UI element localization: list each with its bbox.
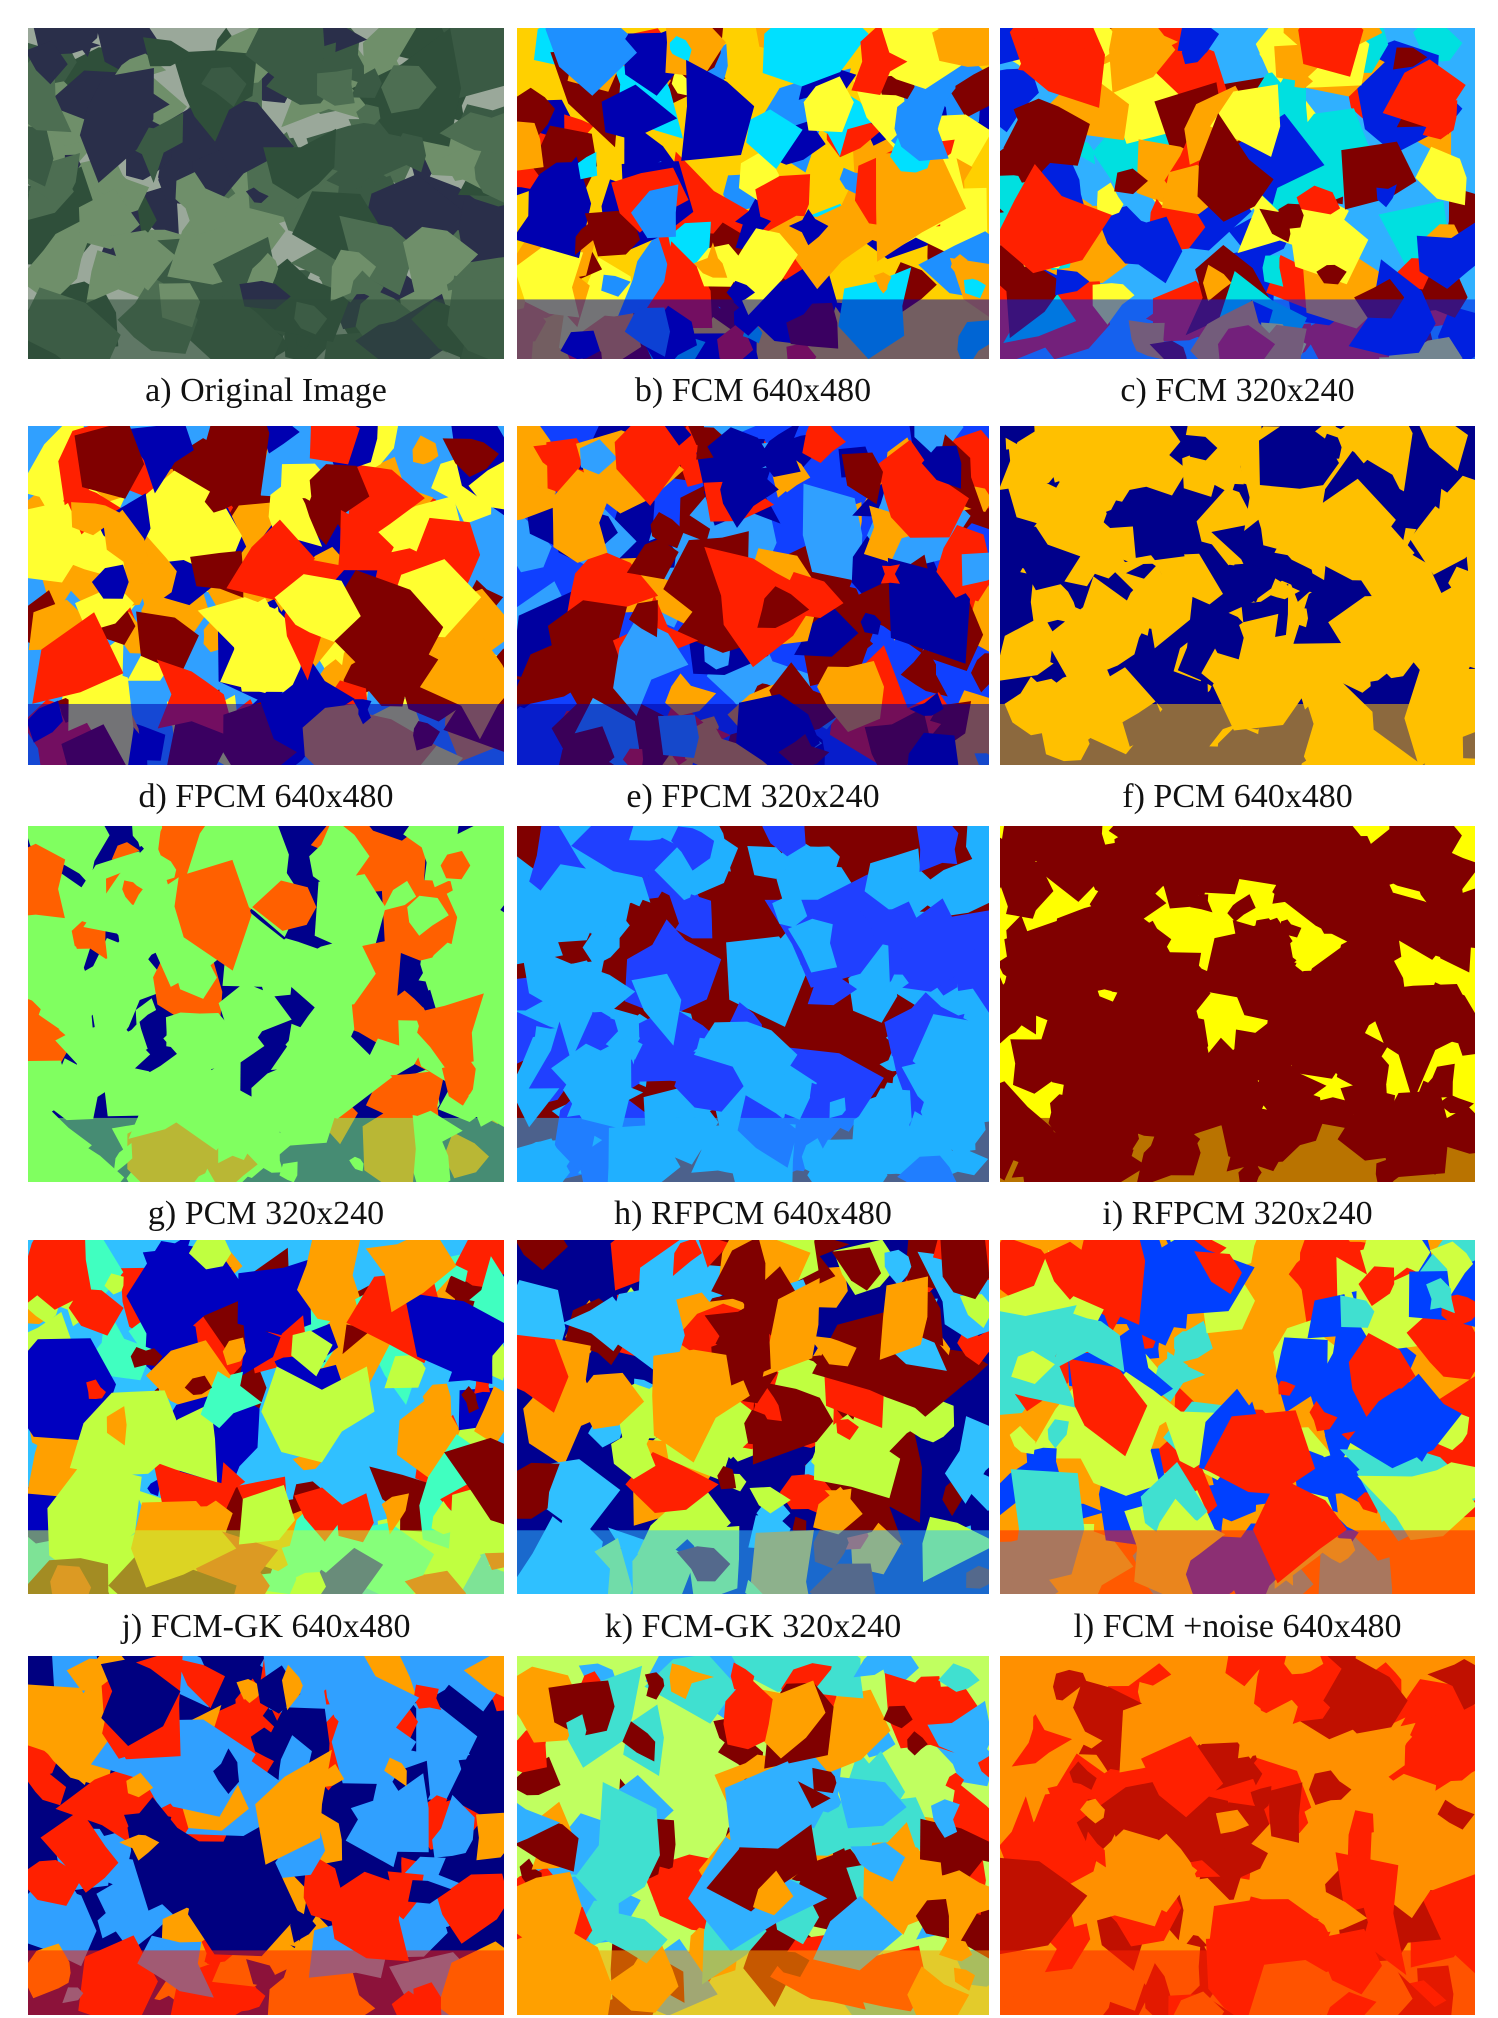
- result-image: [1000, 426, 1475, 765]
- result-image: [1000, 1240, 1475, 1594]
- result-image: [517, 28, 989, 359]
- caption: c) FCM 320x240: [1120, 372, 1355, 409]
- result-image: [28, 826, 504, 1182]
- caption: b) FCM 640x480: [634, 372, 872, 409]
- caption: l) FCM +noise 640x480: [1073, 1608, 1402, 1645]
- caption: d) FPCM 640x480: [138, 778, 394, 815]
- result-image: [517, 1240, 989, 1594]
- caption: g) PCM 320x240: [147, 1195, 385, 1232]
- result-image: [517, 1656, 989, 2015]
- result-image: [28, 426, 504, 765]
- result-image: [1000, 1656, 1475, 2015]
- result-image: [28, 28, 504, 359]
- result-image: [1000, 826, 1475, 1182]
- caption: f) PCM 640x480: [1122, 778, 1353, 815]
- caption: j) FCM-GK 640x480: [121, 1608, 411, 1645]
- caption: k) FCM-GK 320x240: [604, 1608, 902, 1645]
- result-image: [517, 826, 989, 1182]
- result-image: [1000, 28, 1475, 359]
- caption: a) Original Image: [145, 372, 387, 409]
- caption: e) FPCM 320x240: [626, 778, 880, 815]
- result-image: [28, 1656, 504, 2015]
- result-image: [28, 1240, 504, 1594]
- caption: h) RFPCM 640x480: [614, 1195, 892, 1232]
- result-image: [517, 426, 989, 765]
- caption: i) RFPCM 320x240: [1102, 1195, 1373, 1232]
